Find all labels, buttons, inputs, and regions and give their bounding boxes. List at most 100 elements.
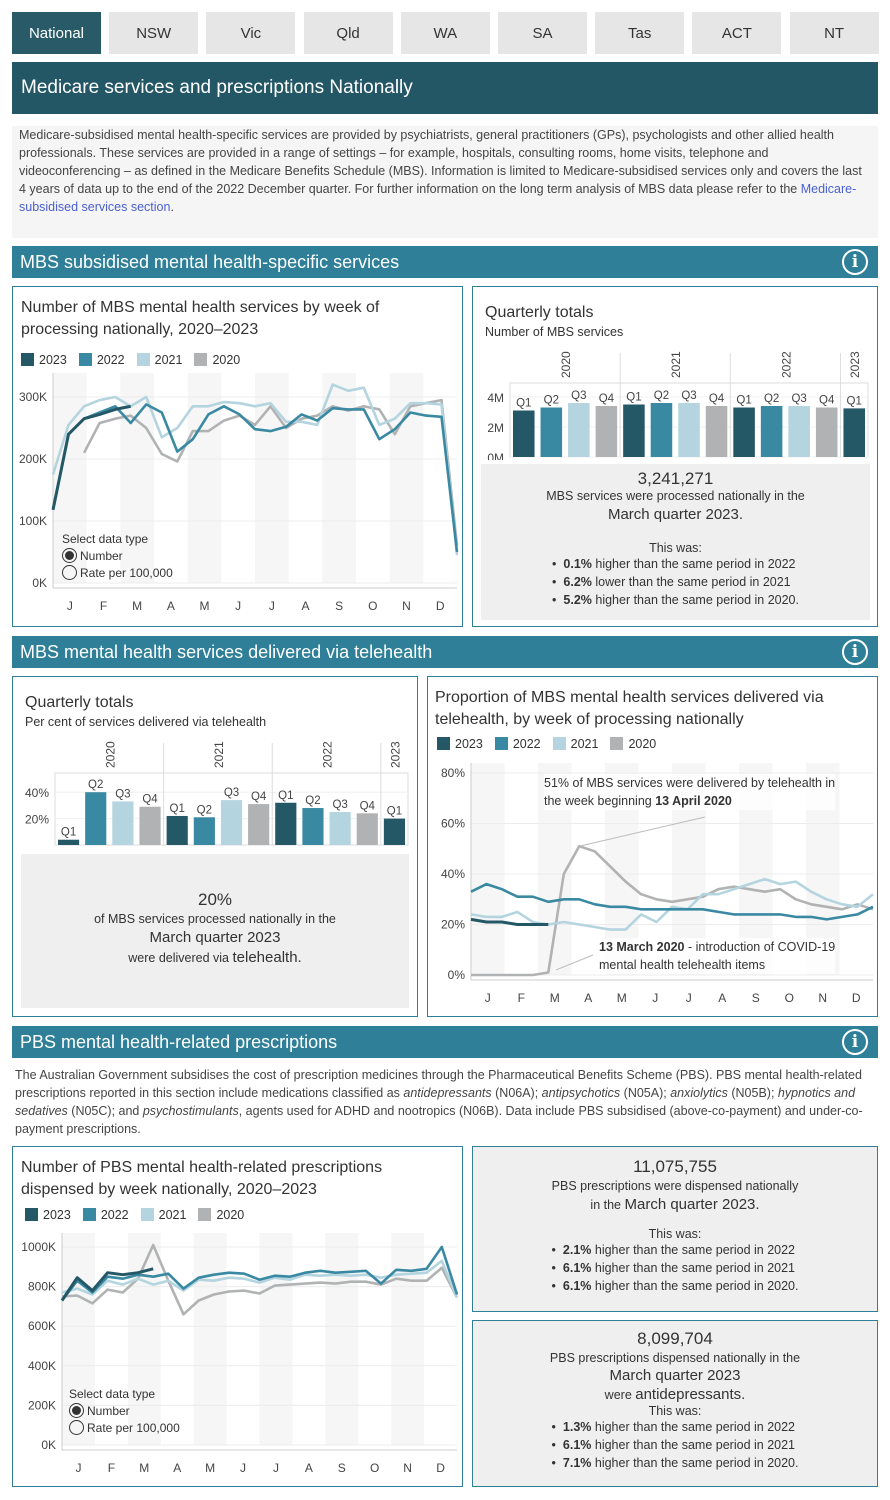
pbs-weekly-line-chart: J F M A M J J A S O N D 0K 200K 400K 600K 800K 1000K: [21, 1233, 459, 1475]
bar-Q1: [58, 839, 80, 845]
comparison-item: 6.1% higher than the same period in 2020…: [552, 1277, 799, 1295]
bar-Q1: [623, 404, 645, 457]
stat-text: were delivered via telehealth.: [128, 949, 302, 966]
y-tick-label: 800K: [28, 1280, 56, 1294]
comparison-item: 1.3% higher than the same period in 2022: [552, 1418, 799, 1436]
year-header: 2020: [559, 351, 573, 378]
x-tick-label: J: [686, 991, 692, 1005]
y-tick-label: 40%: [441, 867, 465, 881]
radio-option-rate[interactable]: Rate per 100,000: [62, 564, 173, 581]
legend-swatch: [140, 1208, 154, 1221]
bar-Q4: [356, 813, 378, 845]
series-line-2023: [470, 917, 549, 926]
tab-national[interactable]: National: [12, 12, 101, 54]
info-circle-icon[interactable]: i: [842, 1029, 868, 1055]
bar-label: Q1: [61, 827, 76, 839]
radio-button[interactable]: [69, 1420, 84, 1435]
section-mbs-header: MBS subsidised mental health-specific se…: [12, 246, 878, 278]
comparison-item: 5.2% higher than the same period in 2020…: [552, 591, 799, 609]
bar-Q2: [85, 792, 107, 845]
legend-item-2021: 2021: [136, 353, 182, 367]
radio-button[interactable]: [62, 548, 77, 563]
legend-swatch: [21, 353, 34, 366]
y-tick-label: 0K: [32, 576, 47, 590]
comparison-item: 0.1% higher than the same period in 2022: [552, 555, 799, 573]
comparison-list: 1.3% higher than the same period in 2022…: [552, 1418, 799, 1472]
radio-option-number[interactable]: Number: [69, 1402, 180, 1419]
tab-act[interactable]: ACT: [692, 12, 782, 54]
x-tick-label: A: [167, 599, 175, 613]
month-band: [193, 1233, 227, 1445]
tab-nt[interactable]: NT: [789, 12, 879, 54]
bar-label: Q1: [387, 806, 402, 818]
x-tick-label: M: [139, 1461, 149, 1475]
x-tick-label: M: [205, 1461, 215, 1475]
year-header: 2022: [779, 351, 793, 378]
tab-nsw[interactable]: NSW: [109, 12, 199, 54]
tab-wa[interactable]: WA: [400, 12, 490, 54]
x-tick-label: F: [518, 991, 525, 1005]
tab-tas[interactable]: Tas: [595, 12, 685, 54]
x-tick-label: A: [301, 599, 309, 613]
telehealth-quarterly-bar-chart: 20% 40% 2020 2021 2022 2023 Q1 Q2 Q3 Q4 Q1 Q2 Q3 Q4 Q1…: [25, 741, 409, 846]
legend-swatch: [437, 737, 450, 750]
radio-label: Number: [80, 548, 123, 563]
bar-Q1: [275, 802, 297, 845]
legend-item-2023: 2023: [437, 737, 483, 751]
radio-option-number[interactable]: Number: [62, 547, 173, 564]
pbs-intro-text: The Australian Government subsidises the…: [15, 1068, 863, 1136]
legend: 2023 2022 2021 2020: [437, 737, 656, 751]
legend-label: 2022: [512, 737, 541, 751]
legend-item-2022: 2022: [78, 353, 125, 367]
x-tick-label: J: [67, 599, 73, 613]
x-tick-label: A: [718, 991, 726, 1005]
radio-button[interactable]: [69, 1403, 84, 1418]
comparison-item: 6.2% lower than the same period in 2021: [552, 573, 799, 591]
section-telehealth-header: MBS mental health services delivered via…: [12, 636, 878, 668]
stat-text: of MBS services processed nationally in …: [94, 912, 336, 926]
tab-qld[interactable]: Qld: [303, 12, 393, 54]
bar-label: Q1: [278, 790, 293, 802]
bar-Q1: [383, 818, 405, 845]
x-tick-label: O: [785, 991, 794, 1005]
bar-Q3: [788, 406, 810, 457]
y-tick-label: 600K: [28, 1319, 56, 1333]
x-tick-label: J: [235, 599, 241, 613]
radio-button[interactable]: [62, 565, 77, 580]
bar-label: Q3: [791, 393, 806, 405]
x-tick-label: J: [75, 1461, 81, 1475]
legend-swatch: [552, 737, 566, 750]
stat-text: in the March quarter 2023.: [590, 1196, 760, 1213]
legend-swatch: [198, 1208, 212, 1221]
info-circle-icon[interactable]: i: [842, 249, 868, 275]
month-band: [322, 373, 356, 583]
bar-label: Q2: [88, 779, 103, 791]
bar-Q2: [302, 808, 324, 845]
y-tick-label: 4M: [487, 391, 504, 405]
legend-item-2021: 2021: [140, 1208, 186, 1222]
info-circle-icon[interactable]: i: [842, 639, 868, 665]
bar-label: Q4: [709, 393, 725, 405]
bar-Q1: [513, 410, 535, 457]
bar-Q2: [193, 817, 215, 845]
legend-label: 2023: [43, 1208, 71, 1222]
x-tick-label: J: [269, 599, 275, 613]
year-header: 2023: [848, 351, 862, 378]
chart-title: Quarterly totals: [25, 694, 134, 711]
legend-swatch: [494, 737, 508, 750]
tab-vic[interactable]: Vic: [206, 12, 296, 54]
tab-sa[interactable]: SA: [498, 12, 587, 54]
radio-option-rate[interactable]: Rate per 100,000: [69, 1419, 180, 1436]
bar-Q1: [733, 407, 755, 457]
x-tick-label: S: [338, 1461, 346, 1475]
radio-label: Rate per 100,000: [80, 565, 173, 580]
y-tick-label: 40%: [25, 786, 49, 800]
bar-Q3: [568, 403, 590, 457]
medicare-services-link[interactable]: Medicare-subsidised services section: [19, 182, 857, 214]
y-tick-label: 200K: [19, 452, 47, 466]
legend-item-2020: 2020: [198, 1208, 244, 1222]
x-tick-label: N: [818, 991, 827, 1005]
legend-item-2022: 2022: [82, 1208, 129, 1222]
x-tick-label: F: [108, 1461, 115, 1475]
month-band: [259, 1233, 293, 1445]
